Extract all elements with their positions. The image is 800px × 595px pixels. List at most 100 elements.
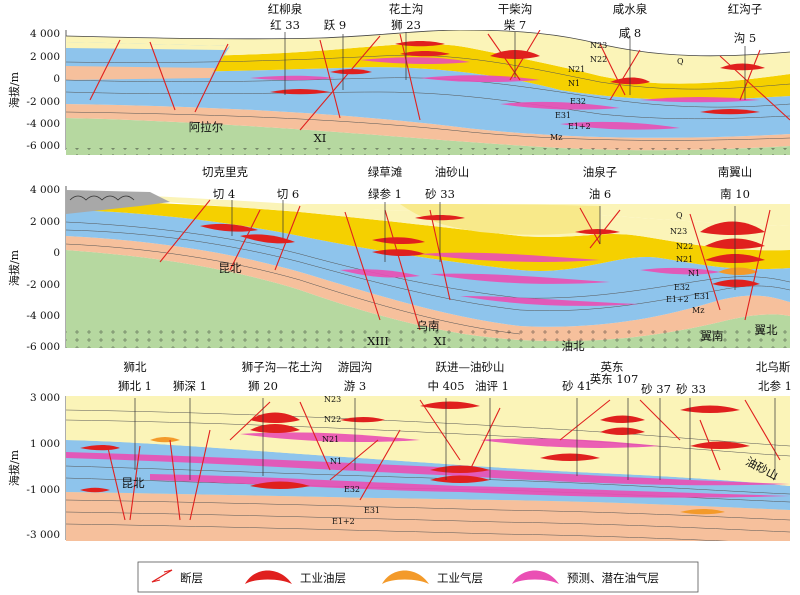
legend: 断层 工业油层 工业气层 预测、潜在油气层 xyxy=(137,561,699,593)
area-label: 翼南 xyxy=(701,329,724,343)
oil-layer-icon xyxy=(245,570,292,584)
tick: 0 xyxy=(53,247,60,259)
fault-number: XI xyxy=(314,131,327,145)
middle-ticks: 4 000 2 000 0 -2 000 -4 000 -6 000 xyxy=(26,184,60,353)
tick: -6 000 xyxy=(26,341,60,353)
formation-label: E31 xyxy=(694,292,710,301)
tick: 0 xyxy=(53,73,60,85)
formation-label: E1+2 xyxy=(568,122,591,131)
section-label: 跃进—油砂山 xyxy=(436,360,505,374)
tick: -3 000 xyxy=(26,529,60,541)
well-label: 柴 7 xyxy=(504,18,526,32)
legend-label: 断层 xyxy=(180,571,203,585)
well-label: 游 3 xyxy=(344,379,366,393)
formation-label: Q xyxy=(677,57,684,66)
section-label: 红柳泉 xyxy=(268,2,303,16)
well-label: 狮 23 xyxy=(391,18,421,32)
formation-label: E32 xyxy=(570,97,586,106)
section-label: 英东 xyxy=(601,360,624,374)
formation-label: E31 xyxy=(364,506,380,515)
formation-label: E1+2 xyxy=(666,295,689,304)
section-label: 红沟子 xyxy=(728,2,763,16)
well-label: 狮 20 xyxy=(248,379,278,393)
area-label: 翼北 xyxy=(755,323,778,337)
well-label: 切 4 xyxy=(213,187,235,201)
bottom-strata xyxy=(66,396,790,541)
section-label: 花土沟 xyxy=(389,2,424,16)
formation-label: E32 xyxy=(344,485,360,494)
section-label: 咸水泉 xyxy=(613,2,648,16)
well-label: 切 6 xyxy=(277,187,299,201)
legend-label: 预测、潜在油气层 xyxy=(567,571,659,585)
section-label: 油砂山 xyxy=(435,165,470,179)
formation-label: N21 xyxy=(568,65,585,74)
well-label: 沟 5 xyxy=(734,31,756,45)
y-axis-label: 海拔/m xyxy=(7,249,21,286)
gas-layer-icon xyxy=(382,570,429,584)
well-label: 狮深 1 xyxy=(173,379,207,393)
section-label: 狮子沟—花土沟 xyxy=(242,360,323,374)
well-label: 北参 1 xyxy=(758,379,792,393)
area-label: 乌南 xyxy=(417,319,440,333)
tick: -1 000 xyxy=(26,484,60,496)
section-label: 北乌斯 xyxy=(756,360,791,374)
fault-number: XIII xyxy=(367,334,389,348)
legend-label: 工业油层 xyxy=(300,571,346,585)
formation-label: Mz xyxy=(692,306,704,315)
well-label: 狮北 1 xyxy=(118,379,152,393)
tick: 2 000 xyxy=(30,216,60,228)
well-label: 中 405 xyxy=(427,379,464,393)
formation-label: N23 xyxy=(324,395,341,404)
formation-label: N23 xyxy=(590,41,607,50)
tick: 4 000 xyxy=(30,28,60,40)
legend-label: 工业气层 xyxy=(437,571,483,585)
tick: 4 000 xyxy=(30,184,60,196)
section-label: 油泉子 xyxy=(583,165,618,179)
potential-layer-icon xyxy=(512,570,559,584)
formation-label: Q xyxy=(676,211,683,220)
y-axis-label: 海拔/m xyxy=(7,71,21,108)
tick: -4 000 xyxy=(26,310,60,322)
well-label: 砂 41 xyxy=(562,379,592,393)
tick: -2 000 xyxy=(26,279,60,291)
section-label: 游园沟 xyxy=(338,360,373,374)
formation-label: E32 xyxy=(674,283,690,292)
formation-label: N23 xyxy=(670,227,687,236)
well-label: 砂 37 xyxy=(641,382,671,396)
section-label: 切克里克 xyxy=(202,165,248,179)
section-label: 狮北 xyxy=(124,360,147,374)
formation-label: N22 xyxy=(324,415,341,424)
section-top: 4 000 2 000 0 -2 000 -4 000 -6 000 海拔/m xyxy=(7,2,790,155)
well-label: 英东 107 xyxy=(590,372,639,386)
formation-label: N21 xyxy=(322,435,339,444)
tick: 1 000 xyxy=(30,438,60,450)
tick: 2 000 xyxy=(30,51,60,63)
section-bottom: 3 000 1 000 -1 000 -3 000 海拔/m xyxy=(7,360,792,541)
y-axis-label: 海拔/m xyxy=(7,449,21,486)
formation-label: N1 xyxy=(330,457,342,466)
well-label: 南 10 xyxy=(720,187,750,201)
area-label: 昆北 xyxy=(122,476,145,490)
formation-label: Mz xyxy=(550,133,562,142)
section-label: 干柴沟 xyxy=(498,2,533,16)
area-label: 昆北 xyxy=(219,261,242,275)
area-label: 油北 xyxy=(562,339,585,353)
fault-icon xyxy=(151,569,173,583)
formation-label: E1+2 xyxy=(332,517,355,526)
bottom-ticks: 3 000 1 000 -1 000 -3 000 xyxy=(26,392,60,541)
tick: -6 000 xyxy=(26,140,60,152)
top-strata xyxy=(66,30,790,155)
formation-label: N21 xyxy=(676,255,693,264)
well-label: 红 33 xyxy=(270,18,300,32)
tick: 3 000 xyxy=(30,392,60,404)
section-label: 南翼山 xyxy=(718,165,753,179)
formation-label: N22 xyxy=(676,242,693,251)
section-label: 绿草滩 xyxy=(368,165,403,179)
section-middle: 4 000 2 000 0 -2 000 -4 000 -6 000 海拔/m xyxy=(7,165,790,353)
well-label: 咸 8 xyxy=(619,26,641,40)
top-ticks: 4 000 2 000 0 -2 000 -4 000 -6 000 xyxy=(26,28,60,152)
well-label: 砂 33 xyxy=(425,187,455,201)
formation-label: N1 xyxy=(568,79,580,88)
formation-label: N22 xyxy=(590,55,607,64)
